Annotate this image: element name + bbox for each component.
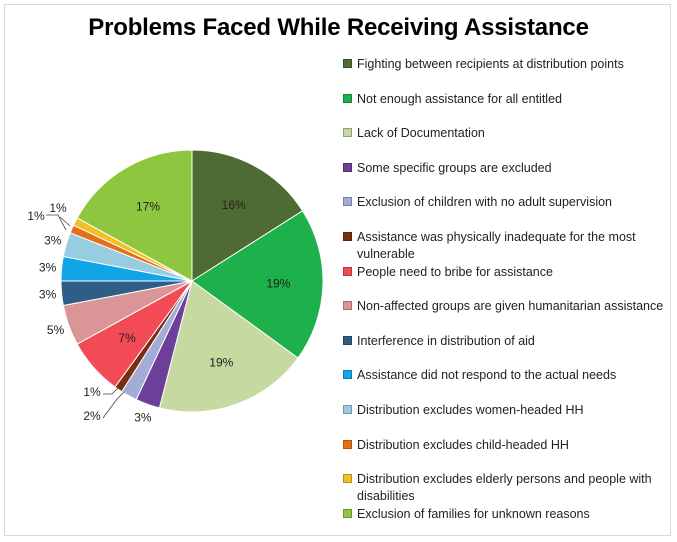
legend-swatch (343, 301, 352, 311)
legend-swatch (343, 266, 352, 276)
data-label: 3% (134, 410, 152, 424)
pie-slice (158, 280, 299, 413)
legend-swatch (343, 405, 352, 414)
legend-swatch (343, 370, 352, 380)
legend-swatch (343, 439, 352, 449)
data-label: 17% (136, 200, 160, 214)
legend-swatch (343, 128, 352, 138)
legend-label: Assistance was physically inadequate for… (357, 230, 636, 261)
data-label: 5% (47, 323, 65, 337)
legend-label: Fighting between recipients at distribut… (357, 57, 624, 71)
legend-label: Exclusion of children with no adult supe… (357, 195, 612, 210)
leader-line (46, 214, 67, 231)
pie-slice (76, 149, 193, 282)
legend-label: Assistance did not respond to the actual… (357, 368, 617, 383)
data-label: 16% (222, 198, 246, 212)
data-label: 3% (44, 234, 62, 248)
legend-label: Distribution excludes women-headed HH (357, 403, 584, 417)
legend-label: Not enough assistance for all entitled (357, 91, 562, 106)
leader-line (59, 216, 71, 227)
data-label: 3% (39, 260, 57, 274)
chart-title: Problems Faced While Receiving Assistanc… (88, 14, 589, 41)
leader-line (102, 391, 125, 419)
pie-slice (191, 149, 304, 282)
legend-swatch (343, 162, 352, 172)
legend-label: Exclusion of families for unknown reason… (357, 506, 590, 521)
legend-label: Some specific groups are excluded (357, 160, 552, 175)
data-label: 19% (266, 277, 290, 291)
data-label: 2% (83, 409, 101, 423)
data-label: 19% (209, 355, 233, 369)
data-label: 1% (27, 209, 45, 223)
data-label: 1% (83, 385, 101, 399)
legend-label: Distribution excludes child-headed HH (357, 437, 569, 452)
data-label: 3% (39, 288, 57, 302)
legend-label: Distribution excludes elderly persons an… (357, 472, 652, 504)
legend-label: People need to bribe for assistance (357, 264, 553, 279)
legend-swatch (343, 59, 352, 68)
legend-swatch (343, 508, 352, 518)
legend-swatch (343, 335, 352, 345)
leader-line (103, 385, 121, 395)
legend-swatch (343, 232, 352, 241)
legend-swatch (343, 93, 352, 103)
pie-slice (191, 210, 324, 359)
data-label: 1% (49, 201, 67, 215)
legend-swatch (343, 197, 352, 207)
data-label: 7% (118, 331, 136, 345)
legend-label: Non-affected groups are given humanitari… (357, 299, 664, 314)
legend-label: Lack of Documentation (357, 126, 485, 141)
legend-label: Interference in distribution of aid (357, 333, 535, 348)
legend-swatch (343, 474, 352, 484)
